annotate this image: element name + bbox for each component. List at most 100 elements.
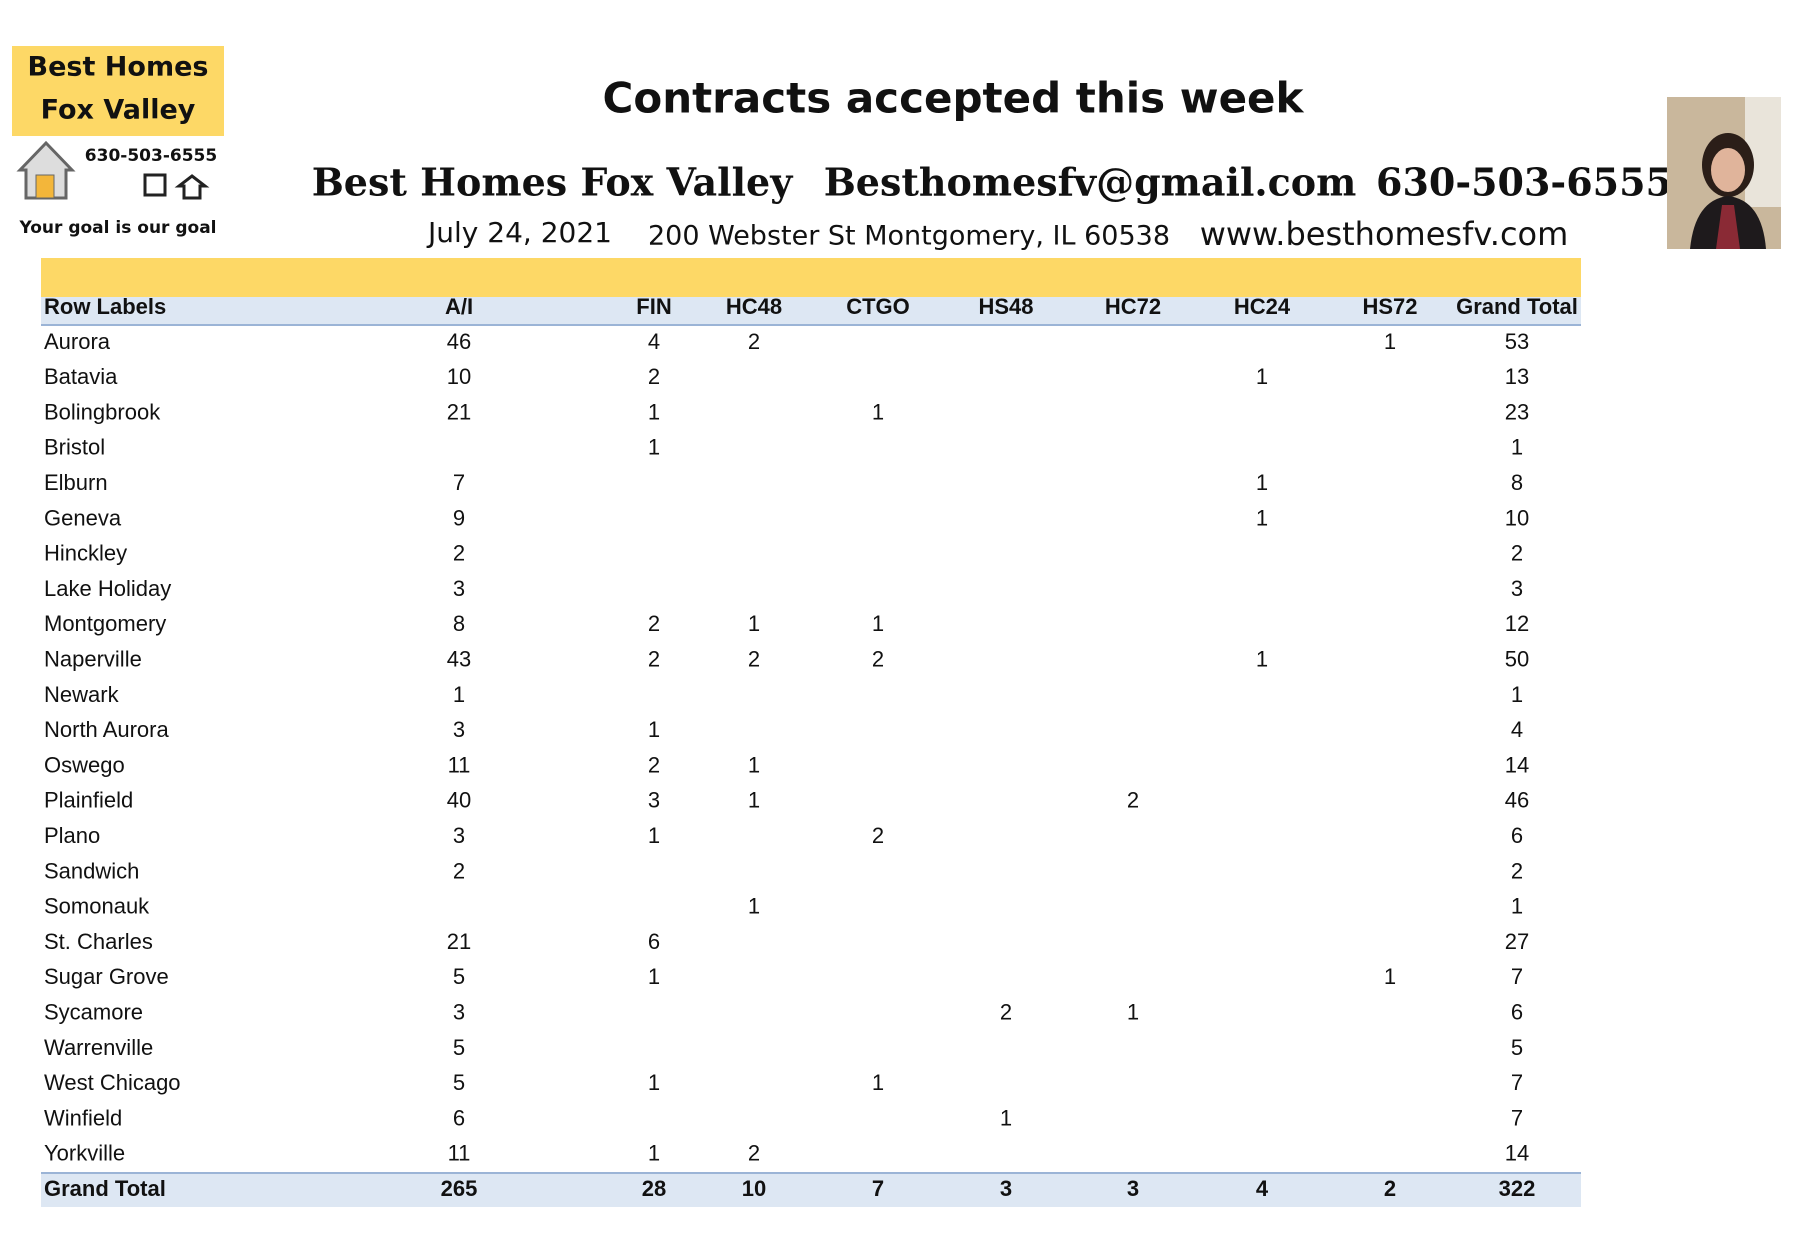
row-cell: 1: [1511, 435, 1523, 460]
row-label: Lake Holiday: [44, 576, 171, 601]
total-label: Grand Total: [44, 1176, 166, 1201]
row-cell: 1: [648, 1141, 660, 1166]
row-label: Sandwich: [44, 858, 139, 883]
row-cell: 2: [1000, 1000, 1012, 1025]
total-cell: 322: [1499, 1176, 1536, 1201]
row-label: Montgomery: [44, 611, 166, 636]
column-header: HS48: [978, 294, 1033, 319]
row-cell: 1: [872, 399, 884, 424]
row-cell: 9: [453, 505, 465, 530]
row-cell: 46: [1505, 788, 1529, 813]
logo-box: [12, 46, 224, 136]
row-cell: 8: [1511, 470, 1523, 495]
row-label: Winfield: [44, 1105, 122, 1130]
house-door: [35, 174, 55, 199]
row-cell: 23: [1505, 399, 1529, 424]
total-cell: 265: [441, 1176, 478, 1201]
column-header: A/I: [445, 294, 473, 319]
row-label: Plano: [44, 823, 100, 848]
row-cell: 2: [1511, 541, 1523, 566]
row-cell: 6: [1511, 823, 1523, 848]
row-cell: 6: [453, 1105, 465, 1130]
row-cell: 1: [648, 717, 660, 742]
row-label: Bolingbrook: [44, 399, 161, 424]
row-cell: 1: [748, 788, 760, 813]
row-cell: 12: [1505, 611, 1529, 636]
row-label: Sugar Grove: [44, 964, 169, 989]
logo: Best Homes Fox Valley 630-503-6555 Your …: [12, 46, 224, 238]
row-cell: 50: [1505, 647, 1529, 672]
row-cell: 4: [1511, 717, 1523, 742]
row-cell: 21: [447, 929, 471, 954]
row-cell: 8: [453, 611, 465, 636]
total-cell: 3: [1127, 1176, 1139, 1201]
row-label: Yorkville: [44, 1141, 125, 1166]
column-header: HC72: [1105, 294, 1161, 319]
row-cell: 1: [748, 752, 760, 777]
row-cell: 3: [453, 576, 465, 601]
row-cell: 2: [748, 1141, 760, 1166]
realtor-icon: [143, 173, 167, 197]
photo-top: [1716, 205, 1740, 249]
column-header: CTGO: [846, 294, 910, 319]
logo-tagline: Your goal is our goal: [19, 218, 217, 238]
row-cell: 6: [648, 929, 660, 954]
row-cell: 11: [448, 1141, 471, 1166]
row-cell: 1: [1511, 682, 1523, 707]
company: Best Homes Fox Valley: [312, 160, 794, 205]
house-icon: [16, 140, 76, 200]
row-cell: 1: [872, 611, 884, 636]
total-cell: 7: [872, 1176, 884, 1201]
row-label: Batavia: [44, 364, 118, 389]
total-cell: 10: [742, 1176, 766, 1201]
row-label: Sycamore: [44, 1000, 143, 1025]
row-cell: 1: [1127, 1000, 1139, 1025]
row-cell: 1: [1511, 894, 1523, 919]
row-label: Plainfield: [44, 788, 133, 813]
row-cell: 1: [1384, 329, 1396, 354]
row-cell: 7: [1511, 1070, 1523, 1095]
row-cell: 1: [1384, 964, 1396, 989]
agent-photo: [1667, 97, 1781, 249]
logo-line2: Fox Valley: [41, 95, 196, 126]
row-cell: 7: [1511, 1105, 1523, 1130]
row-cell: 2: [1511, 858, 1523, 883]
row-cell: 2: [872, 823, 884, 848]
logo-line1: Best Homes: [28, 52, 209, 83]
phone: 630-503-6555: [1376, 160, 1672, 205]
row-cell: 2: [872, 647, 884, 672]
row-cell: 7: [453, 470, 465, 495]
photo-face: [1711, 148, 1745, 192]
row-cell: 1: [453, 682, 465, 707]
row-cell: 1: [648, 964, 660, 989]
total-cell: 2: [1384, 1176, 1396, 1201]
row-cell: 3: [453, 823, 465, 848]
row-cell: 4: [648, 329, 660, 354]
row-cell: 7: [1511, 964, 1523, 989]
row-label: Warrenville: [44, 1035, 153, 1060]
row-cell: 43: [447, 647, 471, 672]
row-label: Geneva: [44, 505, 122, 530]
row-cell: 40: [447, 788, 471, 813]
column-header: HC48: [726, 294, 782, 319]
row-cell: 2: [453, 541, 465, 566]
equal-housing-icon: [174, 174, 210, 200]
row-cell: 46: [447, 329, 471, 354]
row-cell: 2: [453, 858, 465, 883]
row-cell: 2: [648, 611, 660, 636]
row-label: St. Charles: [44, 929, 153, 954]
row-cell: 6: [1511, 1000, 1523, 1025]
row-cell: 2: [648, 752, 660, 777]
row-cell: 21: [447, 399, 471, 424]
yellow-band: [41, 258, 1581, 297]
header-row-bg: [41, 297, 1581, 325]
row-cell: 5: [453, 964, 465, 989]
row-cell: 5: [453, 1035, 465, 1060]
row-cell: 5: [1511, 1035, 1523, 1060]
logo-phone: 630-503-6555: [85, 146, 217, 166]
total-cell: 28: [642, 1176, 666, 1201]
row-cell: 14: [1505, 752, 1529, 777]
address: 200 Webster St Montgomery, IL 60538: [648, 221, 1170, 252]
